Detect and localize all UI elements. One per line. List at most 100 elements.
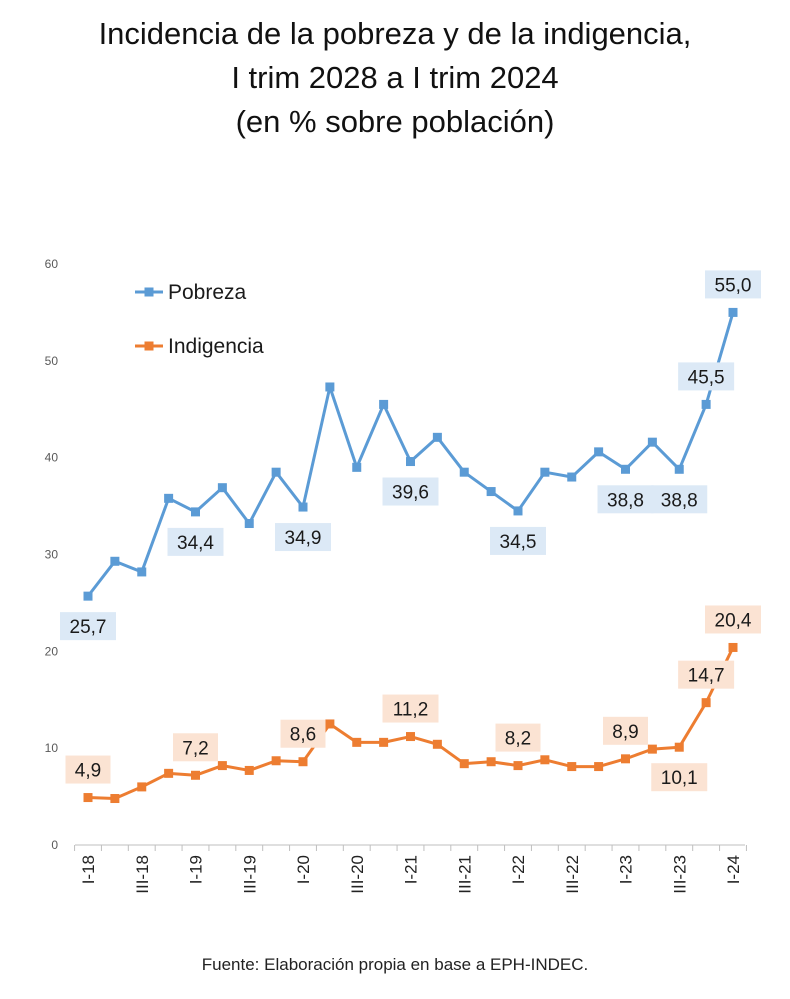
data-label-box — [705, 270, 761, 299]
data-label-box — [173, 733, 218, 762]
data-label-text: 14,7 — [688, 666, 725, 687]
pobreza-point — [217, 483, 227, 493]
data-label-text: 7,2 — [182, 738, 208, 759]
legend-item-indigencia: Indigencia — [135, 335, 264, 358]
pobreza-data-label: 38,8 — [651, 485, 708, 514]
pobreza-data-label: 39,6 — [382, 477, 439, 506]
indigencia-point — [244, 765, 254, 775]
data-label-text: 4,9 — [75, 761, 101, 782]
indigencia-data-label: 14,7 — [678, 660, 735, 689]
x-tick-label: III-19 — [240, 855, 259, 894]
data-label-box — [678, 362, 735, 391]
indigencia-point — [217, 761, 227, 771]
indigencia-point — [137, 782, 147, 792]
indigencia-point — [513, 761, 523, 771]
data-label-text: 55,0 — [715, 275, 752, 296]
pobreza-data-label: 45,5 — [678, 362, 735, 391]
indigencia-point — [352, 737, 362, 747]
pobreza-data-label: 34,9 — [275, 523, 331, 552]
pobreza-point — [298, 502, 308, 512]
y-tick-label: 40 — [45, 451, 59, 465]
data-label-text: 8,6 — [290, 725, 316, 746]
y-tick-label: 30 — [45, 548, 59, 562]
indigencia-data-label: 11,2 — [382, 694, 439, 723]
pobreza-point — [406, 457, 415, 467]
indigencia-point — [701, 698, 711, 708]
indigencia-point — [379, 737, 389, 747]
x-tick-label: III-23 — [670, 855, 689, 894]
pobreza-point — [621, 464, 630, 474]
pobreza-point — [674, 464, 684, 474]
indigencia-point — [594, 762, 604, 772]
data-label-box — [167, 527, 224, 556]
x-tick-label: I-22 — [509, 855, 528, 884]
x-tick-label: III-20 — [348, 855, 367, 894]
indigencia-point — [406, 732, 415, 742]
indigencia-data-label: 8,6 — [280, 719, 326, 748]
legend-swatch-marker — [144, 287, 154, 297]
data-label-text: 11,2 — [393, 700, 429, 721]
indigencia-point — [432, 739, 442, 749]
source-note: Fuente: Elaboración propia en base a EPH… — [201, 955, 589, 974]
pobreza-data-label: 34,4 — [167, 527, 224, 556]
title-line-1: Incidencia de la pobreza y de la indigen… — [98, 16, 692, 51]
x-tick-label: III-21 — [455, 855, 474, 894]
pobreza-point — [110, 556, 120, 566]
indigencia-data-label: 20,4 — [705, 605, 761, 634]
title-line-2: I trim 2028 a I trim 2024 — [231, 60, 559, 95]
pobreza-point — [647, 437, 657, 447]
indigencia-data-label: 10,1 — [651, 763, 708, 792]
data-label-box — [490, 526, 546, 555]
data-label-box — [60, 612, 116, 641]
data-label-box — [65, 755, 111, 784]
data-label-box — [382, 477, 439, 506]
x-tick-label: III-22 — [563, 855, 582, 894]
x-tick-label: I-23 — [617, 855, 636, 884]
data-label-box — [603, 716, 648, 745]
pobreza-point — [244, 519, 254, 529]
y-tick-label: 10 — [45, 741, 59, 755]
data-label-box — [651, 485, 708, 514]
indigencia-data-label: 8,9 — [603, 716, 648, 745]
pobreza-point — [701, 399, 711, 409]
indigencia-point — [271, 756, 281, 766]
x-tick-label: I-19 — [187, 855, 206, 884]
y-tick-label: 60 — [45, 257, 59, 271]
data-label-text: 20,4 — [715, 610, 752, 631]
data-label-text: 45,5 — [688, 367, 725, 388]
indigencia-point — [325, 719, 335, 729]
legend-item-pobreza: Pobreza — [135, 281, 247, 304]
pobreza-point — [459, 467, 469, 477]
data-label-box — [495, 723, 541, 752]
indigencia-point — [164, 768, 174, 778]
chart-title: Incidencia de la pobreza y de la indigen… — [0, 12, 790, 144]
indigencia-data-label: 4,9 — [65, 755, 111, 784]
series-lines — [83, 307, 738, 804]
y-tick-label: 0 — [51, 838, 58, 852]
legend: Pobreza Indigencia — [135, 281, 264, 358]
indigencia-data-label: 7,2 — [173, 733, 218, 762]
pobreza-point — [379, 399, 389, 409]
legend-label: Pobreza — [168, 281, 247, 304]
axes: 0 10 20 30 40 50 60 I-18 III-18 I-19 III-19 I-20 III… — [45, 257, 747, 894]
pobreza-point — [325, 382, 335, 392]
data-label-box — [280, 719, 326, 748]
data-label-box — [678, 660, 735, 689]
data-labels: 25,7 34,4 34,9 39,6 34,5 38,8 38,8 45,5 55,0 4,9 7… — [60, 270, 761, 792]
indigencia-point — [110, 794, 120, 804]
indigencia-point — [540, 755, 550, 765]
data-label-text: 10,1 — [661, 768, 698, 789]
pobreza-point — [513, 506, 523, 516]
pobreza-point — [191, 507, 200, 517]
pobreza-point — [540, 467, 550, 477]
pobreza-point — [137, 567, 147, 577]
x-tick-label: I-21 — [402, 855, 421, 884]
data-label-box — [597, 485, 654, 514]
pobreza-point — [432, 432, 442, 442]
indigencia-data-label: 8,2 — [495, 723, 541, 752]
y-tick-label: 50 — [45, 354, 59, 368]
data-label-text: 38,8 — [607, 490, 644, 511]
pobreza-point — [728, 307, 738, 317]
data-label-text: 38,8 — [661, 490, 698, 511]
pobreza-point — [352, 462, 362, 472]
